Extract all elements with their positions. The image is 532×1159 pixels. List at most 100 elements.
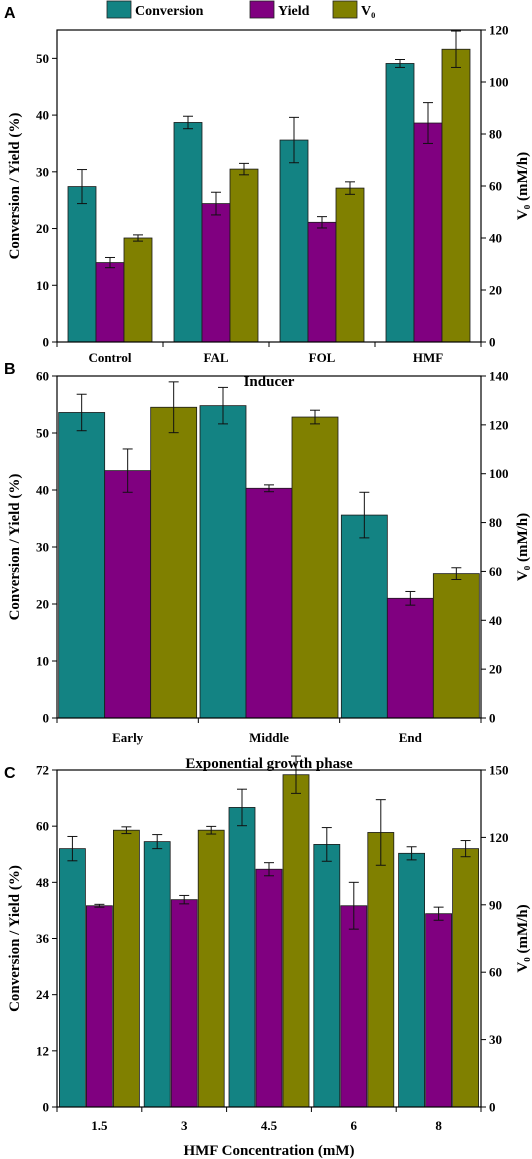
error-bar (264, 484, 274, 493)
y-tick-label: 72 (36, 763, 49, 778)
y-tick-label: 40 (36, 108, 49, 123)
x-tick-label: End (399, 730, 423, 745)
y-tick-label: 24 (36, 987, 50, 1002)
y2-tick-label: 100 (489, 75, 509, 90)
bar (398, 852, 426, 1108)
bar (291, 416, 339, 719)
y-tick-label: 0 (43, 1100, 50, 1115)
x-axis-label: Exponential growth phase (185, 756, 353, 772)
x-tick-label: 6 (351, 1118, 358, 1133)
error-bar (121, 826, 132, 835)
bar (282, 774, 310, 1108)
y-tick-label: 50 (36, 426, 49, 441)
error-bar (94, 903, 105, 908)
x-tick-label: 8 (435, 1118, 442, 1133)
bar (197, 829, 225, 1108)
error-bar (433, 906, 444, 921)
series-yield (86, 862, 453, 1108)
bar (367, 832, 395, 1108)
bar (228, 807, 256, 1108)
y-tick-label: 60 (36, 369, 49, 384)
panel-letter: B (4, 361, 16, 378)
bar (95, 262, 125, 343)
x-axis-label: Inducer (244, 374, 295, 390)
bar (170, 899, 198, 1108)
bar (86, 905, 113, 1108)
series-v- (123, 30, 471, 343)
legend-item: Conversion (106, 0, 204, 19)
bar (413, 122, 443, 343)
error-bar (395, 59, 405, 68)
error-bar (359, 491, 370, 539)
bar (340, 905, 368, 1108)
error-bar (264, 862, 274, 877)
legend-label: Yield (278, 4, 310, 19)
x-tick-label: Middle (249, 730, 289, 745)
bar (255, 868, 283, 1108)
error-bar (451, 567, 462, 580)
x-axis-label: HMF Concentration (mM) (183, 1143, 354, 1159)
chart-panel-a: A 0 10 20 30 40 50 0 20 40 60 80 100 120 Control FAL FOL… (4, 5, 531, 390)
y-tick-label: 0 (43, 711, 50, 726)
y2-tick-label: 60 (489, 179, 502, 194)
bar (173, 122, 203, 343)
error-bar (321, 827, 332, 862)
bar (59, 848, 86, 1108)
error-bar (289, 116, 299, 164)
error-bar (451, 30, 461, 68)
y2-axis-label: V₀ (mM/h) (515, 152, 531, 220)
y-tick-label: 50 (36, 51, 49, 66)
legend-label: V₀ (361, 4, 375, 19)
y2-tick-label: 60 (489, 564, 502, 579)
y-axis-label: Conversion / Yield (%) (7, 474, 23, 621)
legend-swatch (249, 0, 275, 19)
x-tick-label: 3 (181, 1118, 188, 1133)
error-bar (105, 256, 115, 269)
y2-axis-label: V₀ (mM/h) (515, 904, 531, 972)
y2-tick-label: 0 (489, 1100, 496, 1115)
panel-letter: C (4, 765, 16, 782)
error-bar (211, 191, 221, 216)
bar (335, 187, 365, 343)
y-tick-label: 30 (36, 164, 49, 179)
y2-tick-label: 150 (489, 763, 509, 778)
x-tick-label: Early (112, 730, 144, 745)
x-tick-label: FAL (203, 350, 228, 365)
legend-item: Yield (249, 0, 310, 19)
bar (229, 168, 259, 343)
y2-tick-label: 90 (489, 897, 502, 912)
legend: Conversion Yield V₀ (106, 0, 375, 19)
y-tick-label: 20 (36, 597, 49, 612)
error-bar (237, 788, 247, 827)
y-axis-label: Conversion / Yield (%) (7, 113, 23, 260)
series-conversion (59, 788, 426, 1108)
y-tick-label: 40 (36, 483, 49, 498)
error-bar (291, 755, 301, 794)
y2-tick-label: 140 (489, 369, 509, 384)
error-bar (405, 590, 416, 606)
y-tick-label: 48 (36, 875, 50, 890)
error-bar (133, 234, 143, 242)
bar (307, 221, 337, 343)
y2-tick-label: 120 (489, 830, 509, 845)
y2-tick-label: 20 (489, 283, 502, 298)
error-bar (179, 894, 190, 905)
y-axis-label: Conversion / Yield (%) (7, 865, 23, 1012)
series-v- (150, 381, 480, 719)
chart-panel-b: B 0 10 20 30 40 50 60 0 20 40 60 80 100 120 140 Early Mid… (4, 361, 531, 772)
bar (425, 913, 453, 1108)
bar (104, 470, 152, 719)
y2-tick-label: 120 (489, 23, 509, 38)
legend-item: V₀ (332, 0, 375, 19)
bar (113, 829, 140, 1108)
y2-tick-label: 80 (489, 515, 502, 530)
y-tick-label: 0 (43, 335, 50, 350)
y-tick-label: 12 (36, 1043, 49, 1058)
y2-tick-label: 120 (489, 417, 509, 432)
y2-axis-label: V₀ (mM/h) (515, 513, 531, 581)
bar (67, 186, 97, 343)
error-bar (317, 216, 327, 229)
bar (143, 841, 171, 1108)
bar (385, 63, 415, 343)
